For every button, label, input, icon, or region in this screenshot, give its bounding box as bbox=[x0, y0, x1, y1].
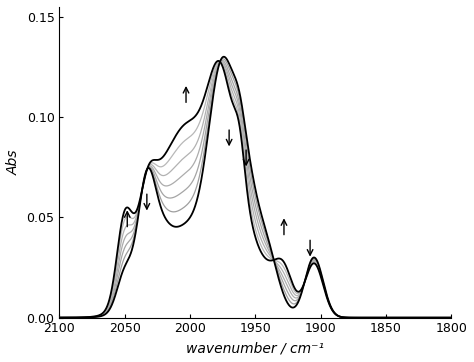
Y-axis label: Abs: Abs bbox=[7, 150, 21, 175]
X-axis label: wavenumber / cm⁻¹: wavenumber / cm⁻¹ bbox=[186, 341, 324, 355]
